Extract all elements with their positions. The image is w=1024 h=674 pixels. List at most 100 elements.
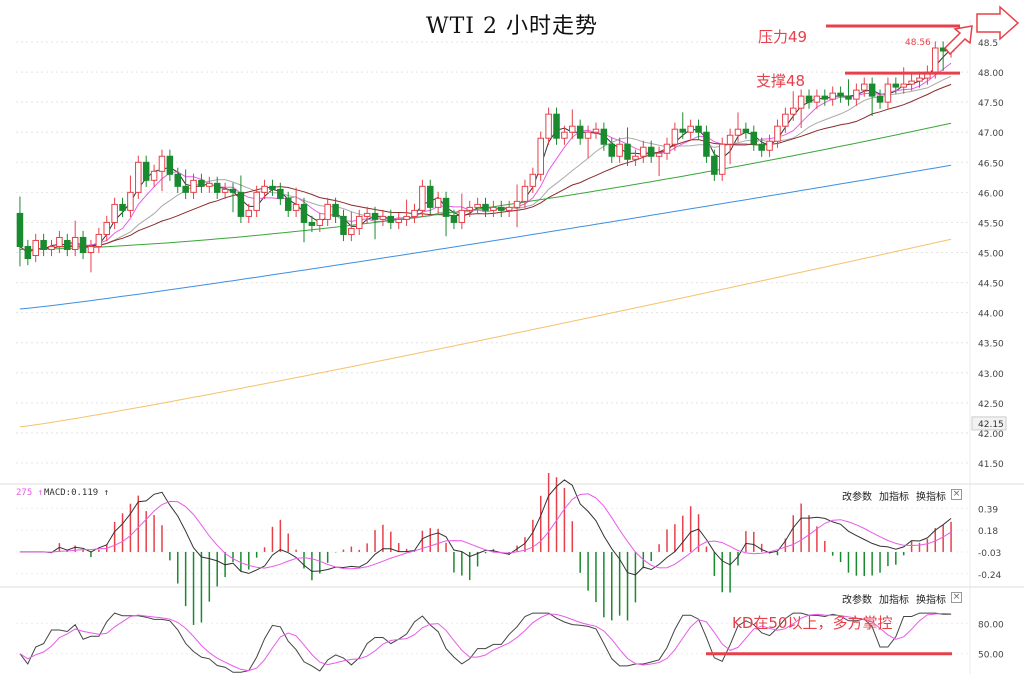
candle-body [127, 191, 134, 211]
candle-body [766, 140, 773, 151]
kd-add-indicator-button[interactable]: 加指标 [879, 595, 909, 606]
kd-note: KD在50以上，多方掌控 [732, 614, 893, 632]
candle-body [750, 131, 758, 145]
chart-title: WTI 2 小时走势 [426, 14, 598, 39]
kd-close-icon[interactable]: × [951, 592, 962, 603]
candle-body [182, 185, 189, 193]
candle-body [419, 185, 426, 211]
candle-body [158, 155, 166, 172]
candle-body [269, 185, 276, 190]
y-axis-labels: 48.5 48.00 47.50 47.00 46.50 46.00 45.50 45.00 4… [971, 39, 1007, 470]
kd-y-tick: 50.00 [978, 651, 1004, 661]
y-tick-label: 48.00 [978, 69, 1004, 79]
macd-y-tick: -0.24 [978, 571, 1002, 581]
moving-averages [19, 48, 952, 428]
candle-body [600, 128, 608, 145]
candle-body [529, 173, 537, 187]
last-price-tag: 48.56 [905, 38, 931, 48]
candle-body [32, 239, 39, 257]
candle-body [474, 203, 481, 208]
y-tick-label: 48.5 [978, 39, 998, 49]
kd-switch-indicator-button[interactable]: 换指标 [916, 595, 946, 606]
candle-body [782, 113, 789, 127]
candle-body [498, 206, 505, 211]
candles [16, 41, 955, 273]
candle-body [553, 113, 560, 139]
candle-body [695, 125, 702, 133]
candle-body [789, 107, 797, 115]
resistance-label: 压力49 [758, 28, 808, 46]
y-tick-label: 44.00 [978, 310, 1004, 320]
candle-body [332, 203, 339, 217]
kd-panel: 80.00 50.00 [16, 612, 1004, 673]
candle-body [150, 170, 158, 181]
candle-body [87, 245, 95, 254]
y-tick-label: 45.00 [978, 250, 1004, 260]
candle-body [545, 113, 552, 139]
candle-body [561, 131, 568, 139]
candle-body [482, 203, 489, 211]
candle-body [340, 215, 347, 235]
breakout-arrow-icon [943, 5, 1020, 56]
macd-close-icon[interactable]: × [951, 489, 962, 500]
candle-body [884, 83, 892, 103]
candle-body [142, 161, 150, 181]
candle-body [119, 203, 126, 211]
candle-body [655, 152, 663, 157]
candle-body [845, 95, 852, 100]
candle-body [774, 125, 781, 142]
candle-body [198, 179, 205, 187]
ma250-line [19, 238, 952, 428]
candle-body [300, 203, 308, 223]
candle-body [135, 161, 142, 193]
candle-body [458, 209, 466, 223]
candle-body [434, 197, 442, 208]
candle-body [245, 209, 253, 217]
kd-d-line [19, 612, 952, 672]
candle-body [206, 182, 213, 187]
candle-body [853, 89, 860, 100]
y-tick-label: 43.00 [978, 370, 1004, 380]
candle-body [505, 206, 513, 211]
candle-body [308, 221, 316, 226]
candle-body [671, 128, 679, 145]
candle-body [608, 143, 616, 157]
macd-add-indicator-button[interactable]: 加指标 [879, 492, 909, 503]
kd-params-button[interactable]: 改参数 [842, 595, 872, 606]
y-tick-label: 41.50 [978, 460, 1004, 470]
candle-body [490, 206, 497, 211]
current-price-box [971, 416, 1007, 431]
macd-switch-indicator-button[interactable]: 换指标 [916, 492, 946, 503]
candle-body [71, 236, 79, 250]
candle-body [403, 215, 410, 220]
candle-body [813, 95, 821, 103]
candle-body [742, 128, 750, 133]
candle-body [892, 83, 900, 88]
candle-body [316, 218, 324, 226]
candle-body [95, 233, 103, 247]
candle-body [584, 131, 592, 139]
y-tick-label: 43.50 [978, 340, 1004, 350]
candle-body [237, 191, 245, 217]
candle-body [24, 245, 32, 260]
candle-body [427, 185, 434, 208]
candle-body [632, 155, 639, 160]
candle-body [711, 155, 718, 175]
candle-body [229, 188, 237, 193]
macd-params-button[interactable]: 改参数 [842, 492, 872, 503]
candle-body [387, 215, 395, 223]
candle-body [647, 146, 655, 157]
y-tick-label: 42.00 [978, 430, 1004, 440]
candle-body [679, 128, 687, 133]
y-tick-label: 45.50 [978, 219, 1004, 229]
y-tick-label: 46.00 [978, 189, 1004, 199]
candle-body [521, 185, 529, 202]
candle-body [450, 215, 458, 223]
candle-body [363, 212, 371, 217]
ma60-line [19, 122, 952, 250]
y-tick-label: 47.00 [978, 129, 1004, 139]
candle-body [513, 200, 521, 208]
candle-body [900, 83, 907, 88]
candle-body [379, 215, 387, 220]
